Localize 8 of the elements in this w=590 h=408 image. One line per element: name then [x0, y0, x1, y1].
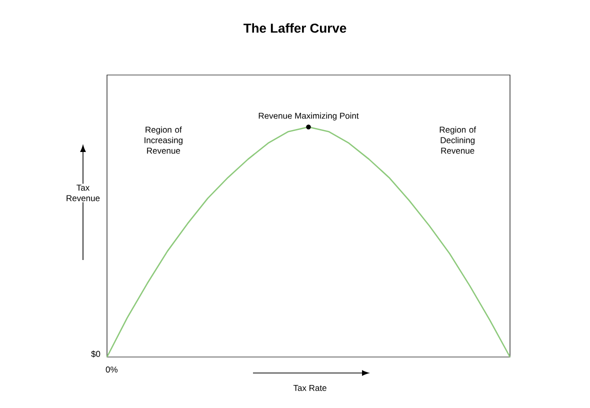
text: $0	[91, 350, 100, 358]
text: 0%	[106, 366, 118, 373]
chart-title: The Laffer Curve	[243, 23, 346, 33]
y-axis-title: Tax Revenue	[66, 184, 100, 202]
annotation: Revenue Maximizing Point	[258, 112, 359, 120]
annotation: Region of Declining Revenue	[440, 126, 476, 154]
annotation: Region of Increasing Revenue	[144, 126, 182, 154]
x-axis-title: Tax Rate	[293, 385, 326, 391]
